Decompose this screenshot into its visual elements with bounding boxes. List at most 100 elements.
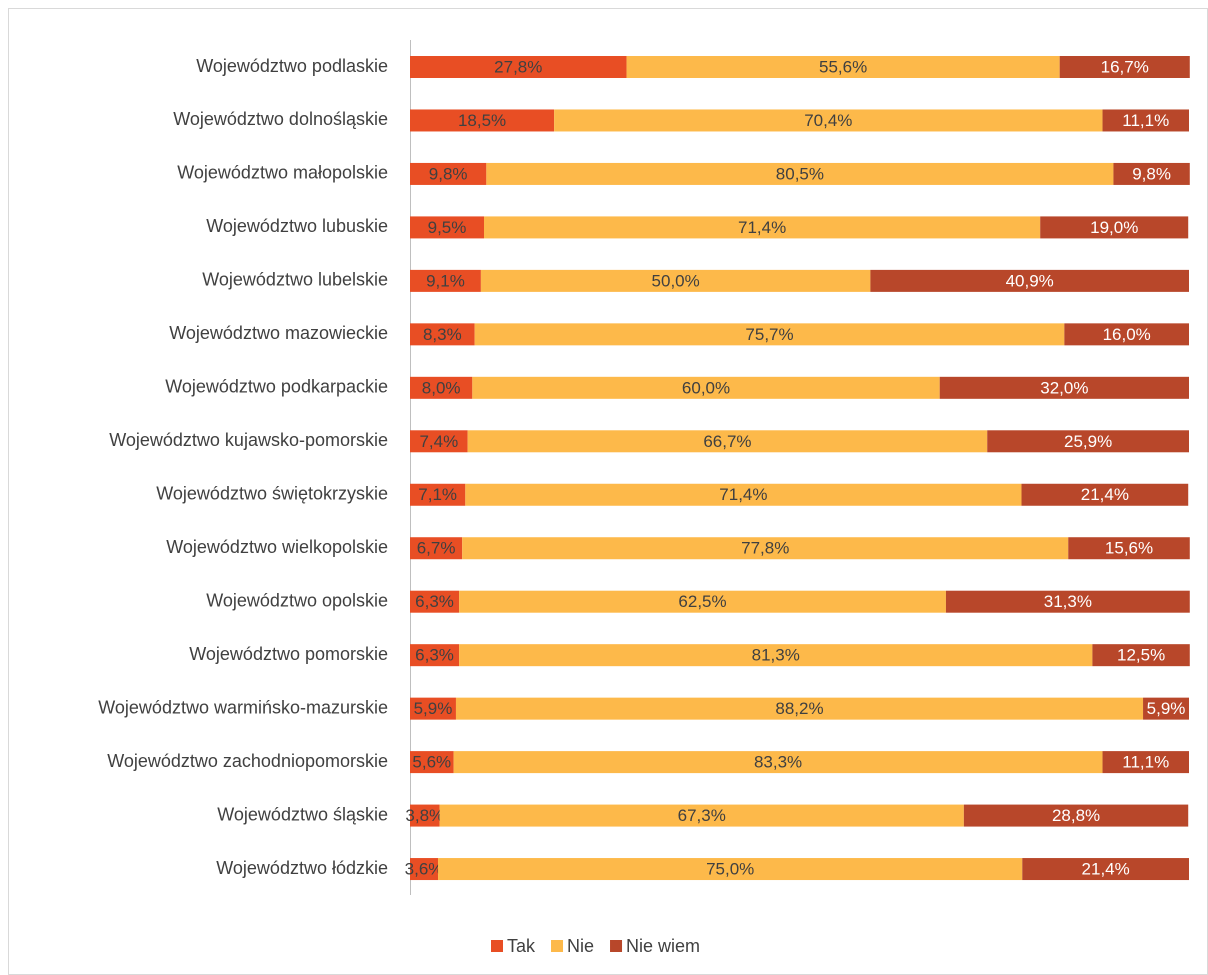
- category-label: Województwo warmińsko-mazurskie: [98, 697, 388, 717]
- category-label: Województwo podlaskie: [196, 56, 388, 76]
- bar-segment: [410, 430, 468, 453]
- bar-segment: [410, 109, 555, 132]
- legend-label: Nie: [567, 936, 594, 956]
- legend-swatch: [491, 940, 503, 952]
- value-label: 80,5%: [776, 164, 824, 183]
- value-label: 16,7%: [1101, 57, 1149, 76]
- bar-segment: [987, 430, 1189, 453]
- bar-segment: [467, 430, 988, 453]
- bar-segment: [1068, 537, 1190, 560]
- value-label: 21,4%: [1081, 485, 1129, 504]
- bar-segment: [410, 644, 460, 667]
- value-label: 9,8%: [1132, 164, 1171, 183]
- bar-segment: [410, 804, 440, 827]
- bar-segment: [626, 56, 1060, 78]
- category-label: Województwo kujawsko-pomorskie: [109, 430, 388, 450]
- value-label: 75,7%: [745, 325, 793, 344]
- bar-segment: [410, 590, 460, 613]
- bar-segment: [480, 269, 871, 292]
- bar-segment: [410, 537, 463, 560]
- value-label: 27,8%: [494, 57, 542, 76]
- bar-segment: [410, 697, 456, 720]
- category-label: Województwo świętokrzyskie: [156, 484, 388, 504]
- bar-segment: [453, 751, 1103, 774]
- bar-segment: [870, 269, 1189, 292]
- bar-segment: [1040, 216, 1189, 239]
- value-label: 3,6%: [405, 860, 444, 879]
- category-label: Województwo małopolskie: [177, 163, 388, 183]
- value-label: 6,7%: [417, 539, 456, 558]
- value-label: 11,1%: [1122, 753, 1169, 772]
- value-label: 83,3%: [754, 753, 802, 772]
- category-label: Województwo łódzkie: [216, 858, 388, 878]
- value-label: 3,8%: [405, 806, 444, 825]
- bar-segment: [459, 644, 1093, 667]
- value-label: 18,5%: [458, 111, 506, 130]
- bar-segment: [1059, 56, 1190, 78]
- bar-segment: [410, 162, 487, 185]
- value-label: 67,3%: [678, 806, 726, 825]
- category-label: Województwo zachodniopomorskie: [107, 751, 388, 771]
- bar-segment: [963, 804, 1189, 827]
- bar-segment: [1021, 483, 1189, 506]
- category-label: Województwo pomorskie: [189, 644, 388, 664]
- legend-label: Nie wiem: [626, 936, 700, 956]
- bar-segment: [465, 483, 1022, 506]
- bar-segment: [410, 751, 454, 774]
- bar-segment: [554, 109, 1103, 132]
- bar-segment: [1092, 644, 1190, 667]
- value-label: 25,9%: [1064, 432, 1112, 451]
- legend-swatch: [551, 940, 564, 952]
- value-label: 32,0%: [1040, 378, 1088, 397]
- bar-segment: [1064, 323, 1189, 346]
- value-label: 40,9%: [1006, 271, 1054, 290]
- category-label: Województwo wielkopolskie: [166, 537, 388, 557]
- bar-segment: [410, 483, 466, 506]
- value-label: 9,8%: [429, 164, 468, 183]
- bar-segment: [438, 858, 1023, 881]
- value-label: 60,0%: [682, 378, 730, 397]
- value-label: 55,6%: [819, 57, 867, 76]
- category-label: Województwo śląskie: [217, 804, 388, 824]
- value-label: 9,1%: [426, 271, 465, 290]
- legend-label: Tak: [507, 936, 536, 956]
- bar-segment: [410, 56, 627, 78]
- bar-segment: [410, 323, 475, 346]
- value-label: 11,1%: [1122, 111, 1169, 130]
- bar-segment: [486, 162, 1114, 185]
- value-label: 9,5%: [428, 218, 467, 237]
- value-label: 12,5%: [1117, 646, 1165, 665]
- value-label: 5,6%: [412, 753, 451, 772]
- value-label: 7,1%: [418, 485, 457, 504]
- bar-segment: [484, 216, 1041, 239]
- value-label: 71,4%: [738, 218, 786, 237]
- category-label: Województwo lubuskie: [206, 216, 388, 236]
- value-label: 88,2%: [775, 699, 823, 718]
- value-label: 19,0%: [1090, 218, 1138, 237]
- value-label: 15,6%: [1105, 539, 1153, 558]
- value-label: 7,4%: [419, 432, 458, 451]
- bar-segment: [455, 697, 1144, 720]
- value-label: 28,8%: [1052, 806, 1100, 825]
- category-label: Województwo mazowieckie: [169, 323, 388, 343]
- value-label: 21,4%: [1082, 860, 1130, 879]
- value-label: 62,5%: [678, 592, 726, 611]
- value-label: 31,3%: [1044, 592, 1092, 611]
- bar-segment: [410, 376, 473, 399]
- value-label: 6,3%: [415, 592, 454, 611]
- value-label: 5,9%: [1147, 699, 1186, 718]
- bar-segment: [939, 376, 1189, 399]
- bar-segment: [410, 858, 439, 881]
- bar-segment: [459, 590, 946, 613]
- bar-segment: [410, 216, 485, 239]
- bar-segment: [1113, 162, 1190, 185]
- category-label: Województwo dolnośląskie: [173, 109, 388, 129]
- value-label: 50,0%: [652, 271, 700, 290]
- bar-segment: [462, 537, 1069, 560]
- bar-segment: [410, 269, 481, 292]
- value-label: 71,4%: [719, 485, 767, 504]
- bar-segment: [474, 323, 1065, 346]
- bar-segment: [945, 590, 1190, 613]
- value-label: 16,0%: [1103, 325, 1151, 344]
